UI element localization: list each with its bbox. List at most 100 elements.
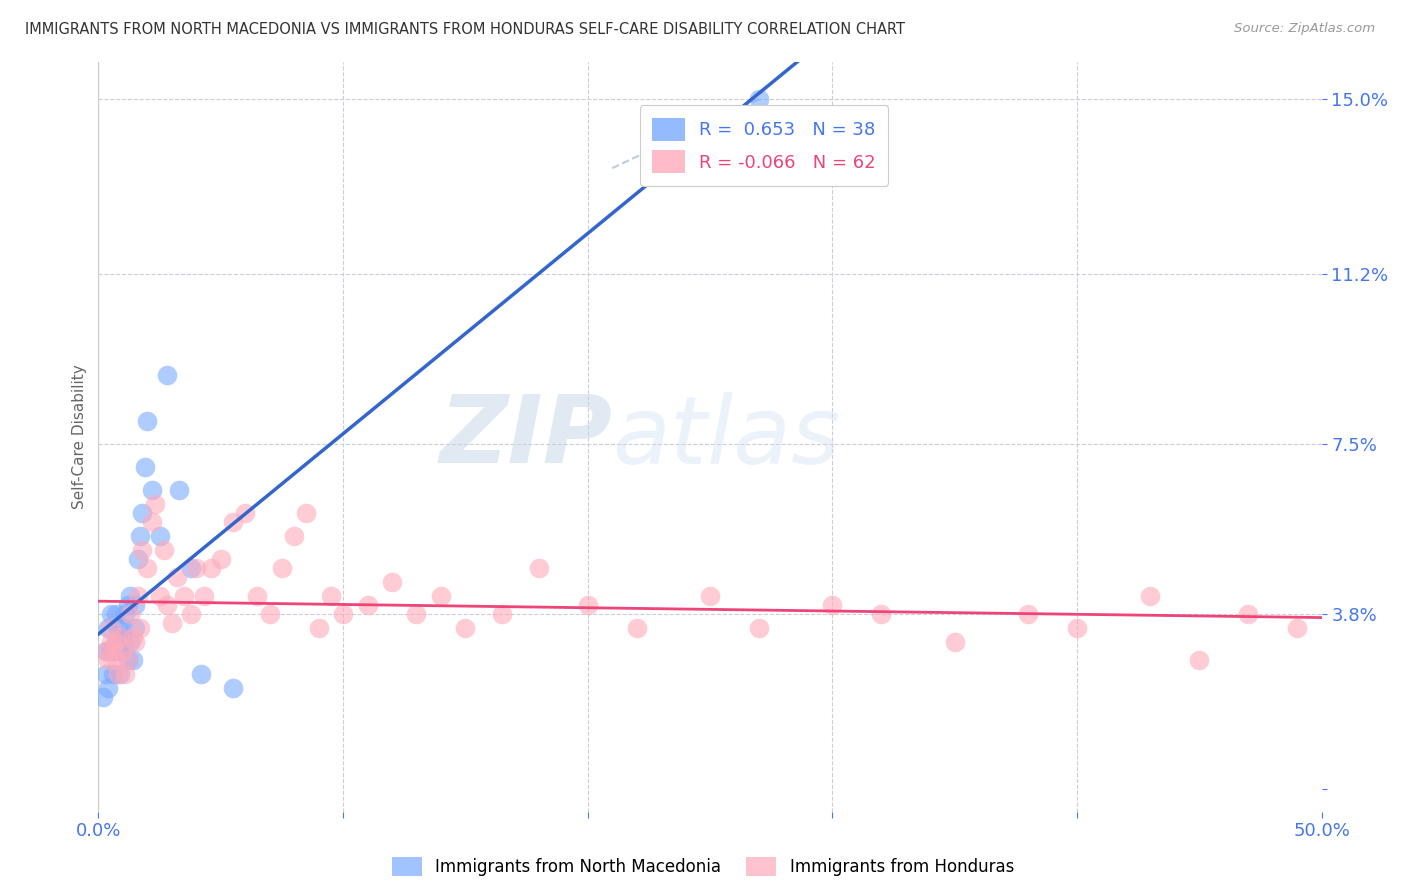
Point (180, 561, 202, 575)
Point (94, 644, 117, 658)
Point (120, 607, 142, 621)
Point (97, 681, 120, 695)
Point (101, 644, 124, 658)
Point (129, 621, 152, 635)
Point (114, 666, 136, 681)
Point (94, 666, 117, 681)
Point (101, 666, 124, 681)
Text: IMMIGRANTS FROM NORTH MACEDONIA VS IMMIGRANTS FROM HONDURAS SELF-CARE DISABILITY: IMMIGRANTS FROM NORTH MACEDONIA VS IMMIG… (25, 22, 905, 37)
Point (1286, 621, 1309, 635)
Legend: R =  0.653   N = 38, R = -0.066   N = 62: R = 0.653 N = 38, R = -0.066 N = 62 (640, 105, 889, 186)
Point (527, 561, 550, 575)
Point (186, 561, 208, 575)
Point (104, 607, 127, 621)
Point (821, 598, 844, 612)
Point (308, 621, 330, 635)
Point (111, 621, 134, 635)
Point (1139, 589, 1161, 603)
Point (120, 589, 142, 603)
Point (110, 666, 132, 681)
Point (127, 589, 149, 603)
Point (319, 589, 342, 603)
Text: Source: ZipAtlas.com: Source: ZipAtlas.com (1234, 22, 1375, 36)
Point (143, 497, 166, 511)
Point (101, 644, 124, 658)
Point (156, 598, 179, 612)
Point (124, 621, 146, 635)
Point (129, 529, 152, 543)
Point (699, 589, 721, 603)
Point (117, 653, 139, 667)
Point (576, 598, 599, 612)
Point (107, 644, 129, 658)
Point (141, 483, 163, 497)
Point (160, 616, 183, 631)
Point (222, 515, 245, 529)
Point (270, 561, 294, 575)
Point (100, 621, 122, 635)
Point (167, 483, 190, 497)
Point (136, 414, 159, 428)
Point (166, 570, 188, 584)
Point (1017, 607, 1039, 621)
Point (156, 368, 179, 382)
Point (209, 552, 232, 566)
Point (626, 621, 648, 635)
Point (111, 634, 134, 648)
Point (1188, 653, 1211, 667)
Point (121, 653, 143, 667)
Point (117, 653, 139, 667)
Point (131, 542, 153, 557)
Point (190, 666, 212, 681)
Point (91, 690, 114, 704)
Point (233, 506, 256, 520)
Point (136, 561, 159, 575)
Point (127, 552, 149, 566)
Point (120, 634, 142, 648)
Point (870, 607, 893, 621)
Point (134, 459, 156, 474)
Point (141, 515, 163, 529)
Point (100, 644, 122, 658)
Point (107, 621, 129, 635)
Point (124, 598, 146, 612)
Point (104, 634, 127, 648)
Point (94, 644, 117, 658)
Point (107, 666, 129, 681)
Point (149, 529, 172, 543)
Point (104, 653, 127, 667)
Point (295, 506, 318, 520)
Point (356, 598, 378, 612)
Point (104, 634, 127, 648)
Point (943, 634, 966, 648)
Point (180, 607, 202, 621)
Point (748, 92, 770, 106)
Point (246, 589, 269, 603)
Point (97, 621, 120, 635)
Point (97, 653, 120, 667)
Text: ZIP: ZIP (439, 391, 612, 483)
Point (1066, 621, 1088, 635)
Point (454, 621, 477, 635)
Point (153, 542, 176, 557)
Point (381, 574, 404, 589)
Y-axis label: Self-Care Disability: Self-Care Disability (72, 365, 87, 509)
Point (110, 630, 132, 644)
Point (149, 589, 172, 603)
Point (491, 607, 513, 621)
Point (200, 561, 222, 575)
Point (100, 607, 122, 621)
Point (173, 589, 195, 603)
Text: atlas: atlas (612, 392, 841, 483)
Legend: Immigrants from North Macedonia, Immigrants from Honduras: Immigrants from North Macedonia, Immigra… (385, 850, 1021, 882)
Point (110, 630, 132, 644)
Point (193, 589, 215, 603)
Point (332, 607, 354, 621)
Point (100, 634, 122, 648)
Point (748, 621, 770, 635)
Point (222, 681, 245, 695)
Point (114, 607, 136, 621)
Point (111, 644, 134, 658)
Point (405, 607, 427, 621)
Point (124, 634, 146, 648)
